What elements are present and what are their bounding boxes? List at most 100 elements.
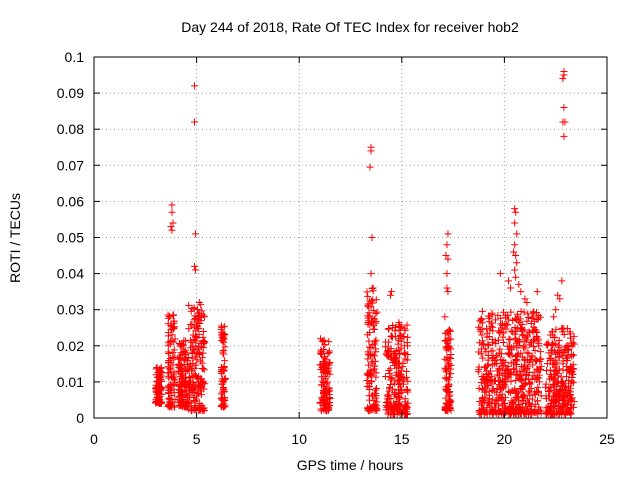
data-point [527,385,535,393]
data-point [404,377,412,385]
data-point [321,366,329,374]
data-point [394,340,402,348]
data-point [200,366,208,374]
data-point [507,404,515,412]
data-point [368,234,376,241]
data-point [371,389,379,397]
data-point [519,385,527,393]
data-point [495,371,503,379]
data-point [479,396,487,404]
data-point [175,364,183,372]
data-point [558,324,566,332]
data-point [382,372,390,380]
data-point [500,405,508,413]
data-point [560,349,568,357]
data-point [562,343,570,351]
grid-lines [94,57,607,418]
data-point [193,319,201,327]
data-point [164,311,172,319]
data-point [492,400,500,408]
data-point [326,394,334,402]
data-point [514,337,522,345]
data-point [560,393,568,401]
x-tick-label: 20 [497,431,513,447]
data-point [399,360,407,368]
data-point [559,328,567,336]
data-point [365,309,373,317]
data-point [371,352,379,360]
data-point [170,403,178,411]
data-point [555,347,563,355]
data-point [372,319,380,327]
y-tick-label: 0.02 [57,338,84,354]
data-point [521,295,529,303]
data-point [553,379,561,387]
data-point [320,365,328,373]
data-point [396,393,404,401]
data-point [485,402,493,410]
data-point [217,367,225,375]
data-point [200,385,208,393]
data-point [199,379,207,387]
data-point [371,365,379,373]
data-point [394,364,402,372]
data-point [561,118,569,126]
data-point [191,262,199,270]
data-point [367,147,375,155]
data-point [485,314,493,322]
data-point [168,392,176,400]
data-point [502,314,510,322]
data-point [548,410,556,418]
data-point [404,351,412,359]
data-point [548,328,556,336]
data-point [220,330,228,338]
data-point [489,347,497,355]
y-tick-label: 0.01 [57,374,84,390]
data-point [373,385,381,393]
data-point [488,319,496,327]
data-point [191,402,199,410]
data-point [533,397,541,405]
data-point [567,410,575,418]
data-point [397,332,405,340]
data-point [512,252,520,260]
data-point [363,288,371,296]
data-point [197,391,205,399]
data-point [445,382,453,390]
data-point [549,392,557,400]
data-point [506,336,514,344]
data-point [555,354,563,362]
data-point [444,331,452,339]
data-point [484,398,492,406]
data-point [507,284,515,292]
data-point [570,365,578,373]
data-point [401,326,409,334]
data-point [185,325,193,333]
data-point [366,329,374,337]
data-point [181,355,189,363]
data-point [528,353,536,361]
data-point [444,288,452,296]
data-point [397,344,405,352]
data-point [443,241,451,249]
data-point [394,406,402,414]
data-point [511,205,519,213]
y-tick-label: 0.04 [57,266,84,282]
data-point [512,352,520,360]
data-point [535,403,543,411]
data-point [217,395,225,403]
data-point [551,356,559,364]
data-point [182,349,190,357]
data-point [195,299,203,307]
data-point [168,331,176,339]
data-point [547,355,555,363]
data-point [561,389,569,397]
data-point [560,132,568,140]
data-point [382,350,390,358]
data-point [364,302,372,310]
data-point [491,377,499,385]
data-point [185,301,193,309]
data-point [519,353,527,361]
data-point [219,334,227,342]
